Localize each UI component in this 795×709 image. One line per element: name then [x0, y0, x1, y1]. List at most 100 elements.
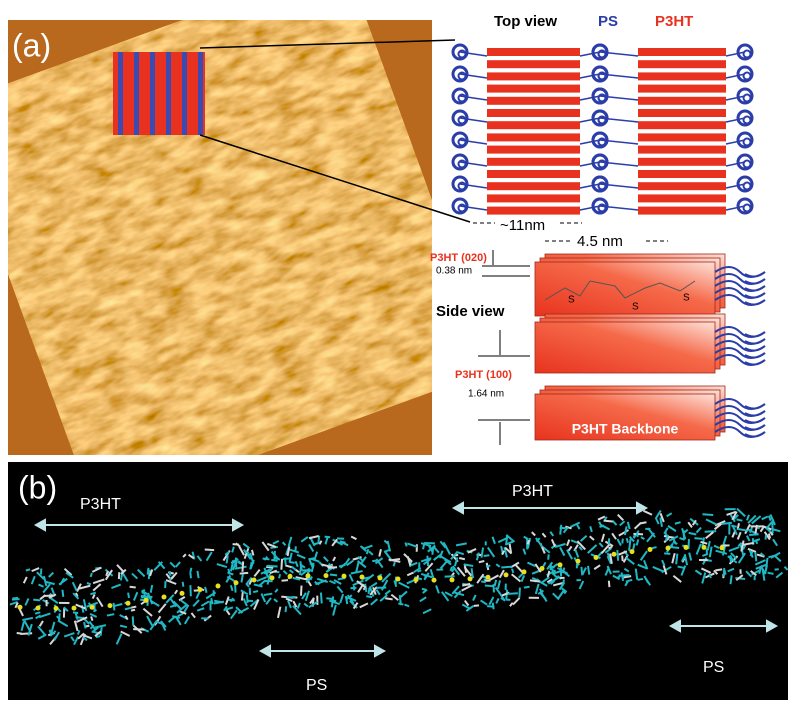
side-view-schematic [535, 254, 765, 440]
p3ht-bar [487, 121, 580, 129]
atom-bond [271, 560, 277, 561]
top-view-schematic [453, 45, 752, 215]
spacing-020-label: P3HT (020) [430, 252, 487, 264]
sulfur-atom [468, 576, 473, 581]
atom-bond [664, 553, 670, 554]
sulfur-atom [630, 549, 635, 554]
atom-bond [267, 566, 278, 567]
sulfur-atom [486, 575, 491, 580]
tether [460, 206, 487, 210]
atom-bond [501, 567, 512, 568]
tether [726, 74, 745, 78]
atom-bond [245, 552, 249, 553]
sulfur-atom [72, 606, 77, 611]
spacing-100: 1.64 nm [468, 389, 504, 400]
atom-bond [346, 596, 347, 604]
backbone-label: P3HT Backbone [572, 421, 679, 437]
atom-bond [170, 571, 171, 576]
atom-bond [148, 568, 149, 575]
atom-bond [688, 539, 689, 549]
atom-bond [282, 580, 288, 581]
atom-bond [730, 575, 731, 584]
atom-bond [506, 535, 507, 544]
sulfur-atom [594, 555, 599, 560]
atom-bond [588, 566, 589, 575]
atom-bond [768, 573, 774, 574]
sulfur-atom [378, 576, 383, 581]
atom-bond [636, 533, 638, 537]
atom-bond [622, 539, 623, 544]
tether [726, 184, 745, 188]
atom-bond [481, 581, 486, 582]
atom-bond [694, 538, 702, 539]
spacing-020: 0.38 nm [436, 266, 472, 277]
atom-bond [301, 586, 302, 596]
p3ht-width: ~11nm [500, 217, 545, 234]
atom-bond [285, 558, 286, 565]
p3ht-bar [638, 72, 726, 80]
atom-bond [289, 562, 294, 563]
atom-bond [486, 565, 490, 566]
atom-bond [131, 610, 135, 611]
p3ht-bar [638, 170, 726, 178]
atom-bond [715, 569, 722, 570]
inset-red [113, 52, 205, 135]
tether [460, 74, 487, 78]
sulfur-atom [558, 562, 563, 567]
p3ht-bar [487, 158, 580, 166]
inset-blue [166, 52, 171, 135]
atom-bond [205, 550, 214, 551]
atom-bond [394, 562, 395, 566]
tether [580, 162, 600, 166]
atom-bond [197, 571, 198, 578]
spacing-markers [478, 250, 530, 445]
atom-bond [640, 522, 647, 523]
tether [726, 52, 745, 56]
sulfur: S [568, 295, 575, 306]
p3ht-bar [487, 109, 580, 117]
atom-bond [190, 568, 191, 572]
sulfur: S [683, 293, 690, 304]
atom-bond [749, 534, 758, 535]
p3ht-bar [487, 207, 580, 215]
atom-bond [50, 630, 51, 634]
ps-width: 4.5 nm [577, 233, 623, 250]
atom-bond [227, 555, 228, 563]
p3ht-bar [638, 146, 726, 154]
p3ht-bar [638, 133, 726, 141]
p3ht-bar [638, 97, 726, 105]
atom-bond [240, 573, 249, 574]
figure: (a) Top view PS P3HT ~11nm 4.5 nm P3HT (… [0, 0, 795, 709]
atom-bond [279, 574, 280, 578]
atom-bond [398, 603, 403, 604]
atom-bond [629, 539, 630, 551]
atom-bond [519, 588, 520, 598]
atom-bond [560, 525, 561, 535]
atom-bond [328, 567, 337, 568]
tether [726, 162, 745, 166]
atom-bond [759, 568, 760, 574]
atom-bond [87, 583, 91, 585]
atom-bond [252, 550, 253, 556]
atom-bond [309, 558, 314, 559]
atom-bond [314, 543, 319, 544]
sulfur-atom [270, 575, 275, 580]
atom-bond [35, 612, 40, 613]
inset-blue [134, 52, 139, 135]
atom-bond [755, 552, 756, 561]
atom-bond [247, 595, 248, 603]
sulfur-atom [540, 566, 545, 571]
atom-bond [130, 587, 136, 588]
atom-bond [250, 562, 251, 569]
atom-bond [418, 570, 422, 572]
atom-bond [287, 597, 296, 598]
p3ht-annotation: P3HT [512, 483, 553, 500]
atom-bond [702, 514, 713, 515]
tether [726, 140, 745, 144]
atom-bond [487, 606, 494, 607]
sulfur-atom [126, 601, 131, 606]
sulfur-atom [108, 603, 113, 608]
atom-bond [151, 585, 152, 593]
atom-bond [20, 633, 32, 634]
atom-bond [321, 593, 322, 604]
